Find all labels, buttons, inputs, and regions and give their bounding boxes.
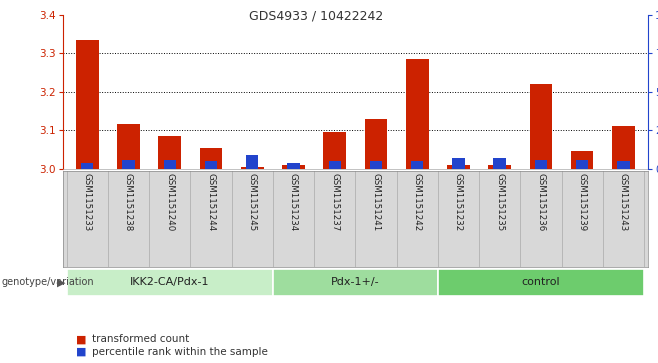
Text: control: control <box>522 277 560 287</box>
Bar <box>488 165 511 169</box>
Bar <box>617 161 630 169</box>
Bar <box>282 165 305 169</box>
Text: GSM1151232: GSM1151232 <box>454 174 463 232</box>
Bar <box>76 40 99 169</box>
Text: genotype/variation: genotype/variation <box>2 277 95 287</box>
FancyBboxPatch shape <box>66 269 273 296</box>
Bar <box>241 167 264 169</box>
Bar <box>323 132 346 169</box>
Bar <box>447 165 470 169</box>
Text: GSM1151240: GSM1151240 <box>165 174 174 232</box>
Bar <box>535 160 547 169</box>
Text: GSM1151241: GSM1151241 <box>371 174 380 232</box>
Bar <box>288 163 299 169</box>
Bar <box>530 84 552 169</box>
Bar <box>570 151 594 169</box>
Text: ■: ■ <box>76 334 86 344</box>
Bar <box>612 126 635 169</box>
Text: GSM1151238: GSM1151238 <box>124 174 133 232</box>
FancyBboxPatch shape <box>273 269 438 296</box>
FancyBboxPatch shape <box>438 269 644 296</box>
Bar <box>328 161 341 169</box>
Bar <box>159 136 181 169</box>
Bar <box>81 163 93 169</box>
Text: GSM1151233: GSM1151233 <box>83 174 91 232</box>
Text: GSM1151242: GSM1151242 <box>413 174 422 232</box>
Text: transformed count: transformed count <box>92 334 190 344</box>
Bar <box>246 155 259 169</box>
Text: IKK2-CA/Pdx-1: IKK2-CA/Pdx-1 <box>130 277 209 287</box>
Text: percentile rank within the sample: percentile rank within the sample <box>92 347 268 357</box>
Text: GSM1151235: GSM1151235 <box>495 174 504 232</box>
Bar <box>576 160 588 169</box>
Text: GSM1151243: GSM1151243 <box>619 174 628 232</box>
Text: GSM1151239: GSM1151239 <box>578 174 587 232</box>
Bar <box>370 161 382 169</box>
Text: GSM1151244: GSM1151244 <box>207 174 215 232</box>
Bar <box>122 160 135 169</box>
Bar <box>365 119 388 169</box>
Bar <box>452 158 465 169</box>
Bar <box>406 59 428 169</box>
Bar <box>199 148 222 169</box>
Text: GSM1151236: GSM1151236 <box>536 174 545 232</box>
Bar <box>411 161 423 169</box>
Bar <box>494 158 506 169</box>
Text: GSM1151234: GSM1151234 <box>289 174 298 232</box>
Bar <box>117 125 140 169</box>
Bar <box>164 160 176 169</box>
Text: GSM1151245: GSM1151245 <box>247 174 257 232</box>
Text: ■: ■ <box>76 347 86 357</box>
Text: GDS4933 / 10422242: GDS4933 / 10422242 <box>249 9 383 22</box>
Text: Pdx-1+/-: Pdx-1+/- <box>331 277 380 287</box>
Bar <box>205 161 217 169</box>
Text: ▶: ▶ <box>57 277 65 287</box>
Text: GSM1151237: GSM1151237 <box>330 174 340 232</box>
